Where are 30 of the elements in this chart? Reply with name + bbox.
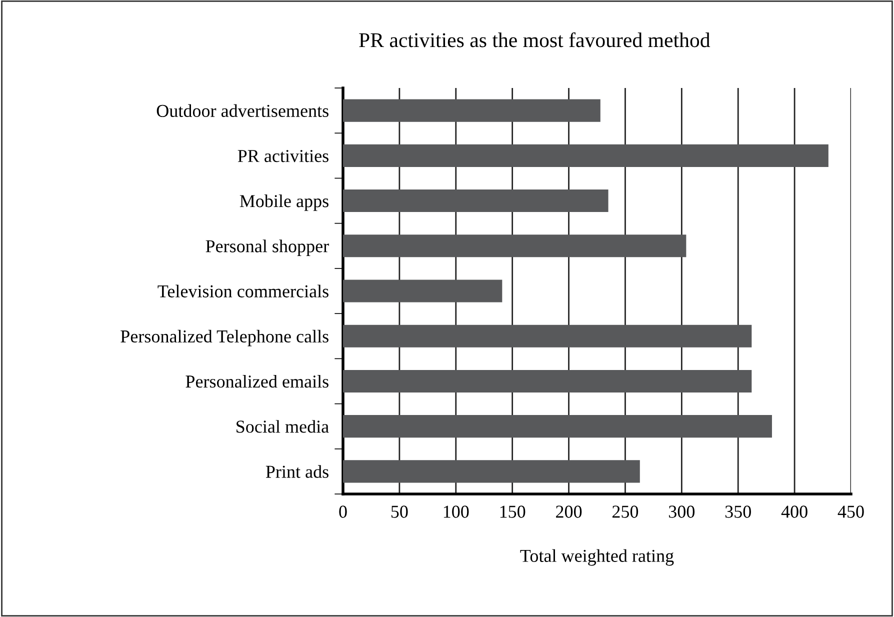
bar xyxy=(343,99,600,122)
x-tick-label: 200 xyxy=(556,506,582,518)
y-tick-label: Outdoor advertisements xyxy=(156,104,328,117)
x-tick-label: 300 xyxy=(668,506,695,518)
y-tick-label: Television commercials xyxy=(158,284,328,298)
x-axis-title: Total weighted rating xyxy=(520,549,674,566)
chart-title: PR activities as the most favoured method xyxy=(359,32,710,48)
bar xyxy=(343,324,752,348)
bar xyxy=(343,144,828,167)
x-tick-label: 450 xyxy=(838,506,864,518)
x-tick-label: 400 xyxy=(781,506,808,518)
y-tick-label: PR activities xyxy=(238,150,328,162)
x-tick-label: 100 xyxy=(444,506,469,518)
x-tick-label: 250 xyxy=(612,506,638,518)
bar xyxy=(343,190,608,212)
x-tick-label: 50 xyxy=(391,506,408,518)
y-tick-label: Social media xyxy=(236,420,329,433)
x-tick-label: 350 xyxy=(725,506,751,518)
bar xyxy=(343,460,640,483)
bar xyxy=(343,370,752,392)
bar xyxy=(343,234,686,258)
bar xyxy=(343,415,772,438)
x-tick-label: 0 xyxy=(339,506,347,518)
y-tick-label: Personalized Telephone calls xyxy=(120,330,328,346)
y-tick-label: Personalized emails xyxy=(186,374,328,388)
y-tick-label: Mobile apps xyxy=(240,194,328,211)
y-tick-label: Personal shopper xyxy=(206,240,329,256)
x-tick-label: 150 xyxy=(500,506,526,518)
bar xyxy=(343,280,502,302)
y-tick-label: Print ads xyxy=(266,465,328,478)
